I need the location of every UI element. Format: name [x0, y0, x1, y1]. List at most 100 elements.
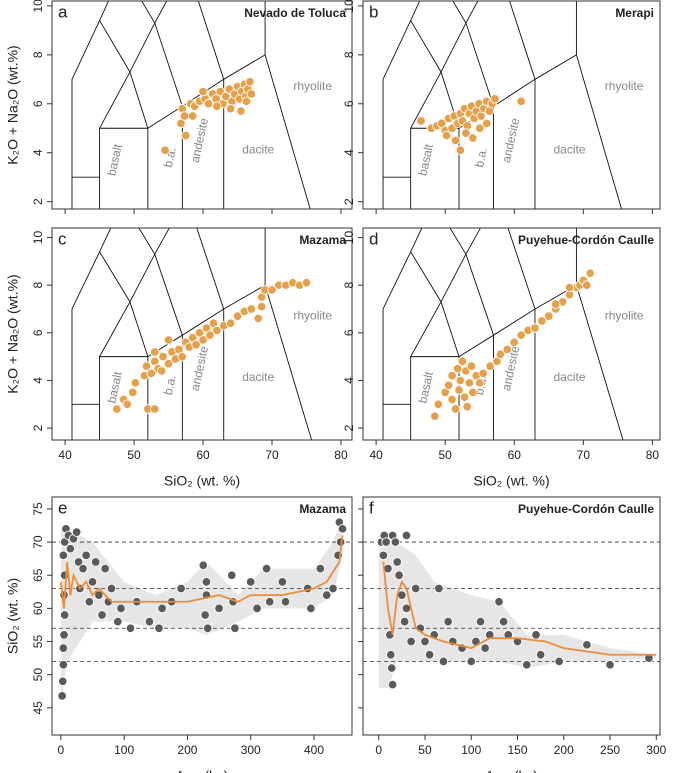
- y-tick-label: 2: [31, 424, 45, 431]
- x-tick-label: 50: [127, 448, 141, 462]
- data-point: [564, 282, 575, 293]
- data-point: [503, 630, 514, 640]
- y-tick-label: 10: [342, 231, 356, 245]
- field-boundary: [99, 251, 149, 357]
- field-label: dacite: [242, 142, 274, 156]
- data-point: [485, 361, 495, 371]
- data-point: [328, 583, 338, 594]
- data-point: [494, 596, 504, 607]
- y-tick-label: 8: [31, 51, 45, 58]
- data-point: [202, 623, 213, 634]
- field-boundary: [382, 228, 423, 440]
- data-point: [466, 361, 477, 371]
- data-point: [443, 380, 454, 390]
- field-label: dacite: [554, 142, 586, 156]
- data-point: [582, 640, 592, 650]
- panel: basalt b.a. andesite dacite rhyolite 2 4 6 8 10 b M…: [342, 0, 661, 214]
- y-tick-label: 4: [31, 377, 45, 384]
- y-tick-label: 8: [342, 282, 356, 289]
- y-tick-label: 45: [31, 701, 45, 715]
- y-tick-label: 4: [342, 377, 356, 384]
- data-point: [386, 650, 396, 660]
- field-boundary: [141, 1, 183, 107]
- data-point: [550, 299, 561, 309]
- data-point: [73, 557, 84, 567]
- data-point: [245, 77, 255, 87]
- field-boundary: [410, 20, 460, 129]
- field-label: b.a.: [161, 374, 179, 396]
- data-point: [163, 359, 174, 369]
- data-point: [585, 268, 595, 279]
- data-point: [522, 659, 532, 670]
- data-point: [490, 94, 500, 104]
- y-tick-label: 2: [31, 198, 45, 205]
- data-point: [84, 596, 95, 607]
- x-tick-label: 0: [375, 743, 382, 757]
- y-axis-title: K₂O + Na₂O (wt.%): [5, 274, 21, 393]
- data-point: [205, 330, 215, 340]
- data-point: [78, 563, 88, 574]
- plot-frame: [362, 0, 661, 210]
- data-point: [246, 89, 257, 99]
- data-point: [246, 304, 257, 314]
- data-point: [410, 583, 421, 594]
- x-tick-label: 150: [507, 743, 527, 757]
- data-point: [58, 676, 68, 687]
- data-point: [100, 563, 110, 574]
- y-tick-label: 4: [31, 149, 45, 156]
- y-tick-label: 8: [342, 51, 356, 58]
- data-point: [71, 527, 82, 537]
- data-point: [462, 401, 473, 412]
- y-tick-label: 6: [31, 329, 45, 336]
- data-point: [57, 691, 67, 701]
- plot-area: [52, 515, 352, 702]
- data-point: [203, 99, 214, 109]
- data-point: [509, 337, 520, 348]
- data-point: [430, 411, 440, 421]
- field-boundary: [449, 228, 494, 336]
- x-axis-title: SiO₂ (wt. %): [473, 473, 549, 489]
- data-point: [81, 550, 91, 561]
- x-tick-label: 60: [508, 448, 522, 462]
- y-axis-title: SiO₂ (wt. %): [5, 578, 21, 654]
- field-label: rhyolite: [605, 308, 644, 322]
- x-tick-label: 100: [461, 743, 481, 757]
- y-tick-label: 6: [31, 100, 45, 107]
- data-point: [225, 318, 236, 329]
- x-tick-label: 80: [334, 448, 348, 462]
- field-boundary: [99, 20, 149, 129]
- panel-title: Puyehue-Cordón Caulle: [518, 233, 654, 247]
- data-point: [447, 370, 457, 381]
- panel-label: b: [369, 2, 378, 21]
- field-boundary: [452, 1, 494, 107]
- y-axis-title: K₂O + Na₂O (wt.%): [5, 45, 21, 164]
- data-point: [191, 339, 201, 350]
- y-tick-label: 55: [31, 635, 45, 649]
- data-point: [94, 590, 104, 600]
- field-boundary: [71, 228, 112, 440]
- data-point: [455, 145, 466, 156]
- field-label: basalt: [104, 370, 124, 405]
- data-point: [163, 335, 174, 345]
- data-point: [537, 316, 547, 326]
- data-point: [306, 603, 316, 614]
- panel: 0 50 100 150 200 250 300 f Puyehue-Cordón Caulle…: [358, 496, 667, 773]
- field-boundary: [410, 251, 460, 357]
- field-label: andesite: [499, 116, 522, 164]
- data-point: [160, 145, 170, 156]
- y-tick-label: 2: [342, 198, 356, 205]
- x-tick-label: 400: [304, 743, 324, 757]
- data-point: [144, 616, 155, 627]
- data-point: [198, 560, 209, 571]
- data-point: [450, 135, 461, 146]
- data-point: [441, 130, 452, 141]
- y-tick-label: 65: [31, 568, 45, 582]
- panel: basaltb.a.andesitedaciterhyolite40506070…: [342, 227, 661, 489]
- plot-area: [363, 530, 660, 690]
- data-point: [112, 404, 122, 414]
- data-point: [447, 394, 457, 405]
